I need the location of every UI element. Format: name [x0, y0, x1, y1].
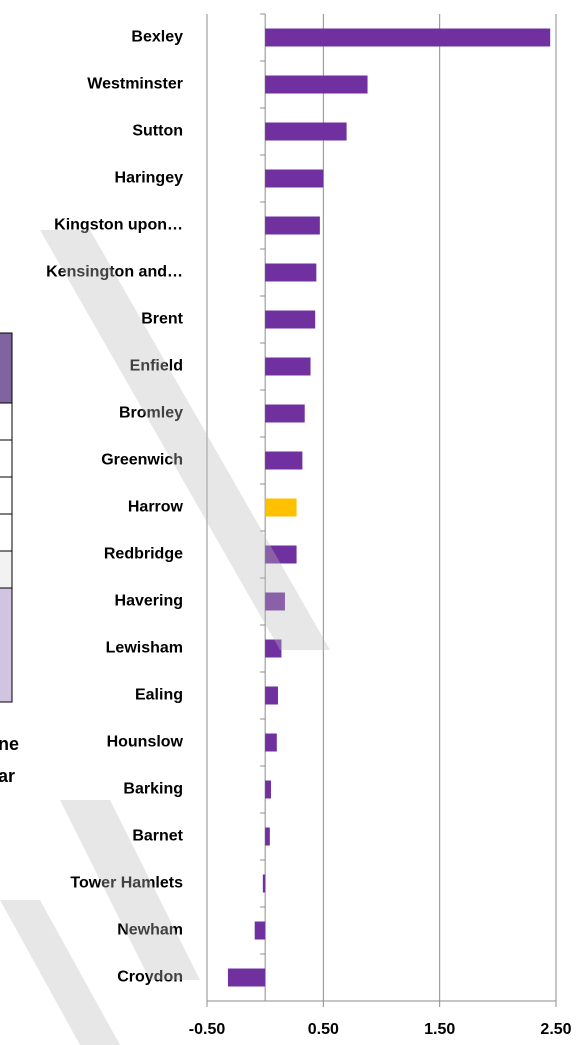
y-tick-label: Barking [123, 781, 183, 798]
y-tick-label: Newham [117, 922, 183, 939]
bar [265, 263, 317, 282]
y-tick-label: Bromley [119, 405, 183, 422]
table-row [0, 513, 13, 552]
bar [265, 592, 285, 611]
watermark-stroke [0, 900, 120, 1045]
y-tick-label: Redbridge [104, 546, 183, 563]
text-fragment: ar [0, 766, 15, 786]
background-table [0, 332, 13, 703]
y-tick-label: Haringey [115, 170, 184, 187]
bar [227, 968, 266, 987]
bar [265, 827, 270, 846]
bar [265, 310, 316, 329]
bar [265, 545, 297, 564]
bar [265, 686, 278, 705]
bar [265, 122, 347, 141]
y-tick-label: Hounslow [107, 734, 184, 751]
y-tick-label: Lewisham [106, 640, 183, 657]
y-tick-label: Sutton [132, 123, 183, 140]
watermark [0, 230, 330, 1045]
text-fragment: ne [0, 734, 19, 754]
y-tick-label: Brent [141, 311, 183, 328]
table-row [0, 587, 13, 703]
table-row [0, 550, 13, 589]
y-tick-label: Greenwich [101, 452, 183, 469]
table-row [0, 476, 13, 515]
watermark-stroke [60, 800, 200, 980]
y-tick-label: Tower Hamlets [70, 875, 183, 892]
y-tick-label: Enfield [130, 358, 183, 375]
bar [265, 498, 297, 517]
bar [265, 451, 303, 470]
y-tick-label: Bexley [131, 29, 183, 46]
x-tick-label: 0.50 [308, 1021, 339, 1038]
x-tick-label: -0.50 [189, 1021, 226, 1038]
y-tick-label: Croydon [117, 969, 183, 986]
bar [265, 639, 282, 658]
y-tick-label: Barnet [132, 828, 183, 845]
bar [265, 357, 311, 376]
y-tick-label: Ealing [135, 687, 183, 704]
y-tick-label: Havering [115, 593, 183, 610]
bar [265, 216, 320, 235]
bar [265, 75, 368, 94]
bar [265, 169, 324, 188]
bar [254, 921, 266, 940]
y-tick-label: Kensington and… [46, 264, 183, 281]
x-tick-label: 2.50 [540, 1021, 571, 1038]
table-row [0, 439, 13, 478]
bar [265, 733, 277, 752]
bar [265, 404, 305, 423]
y-tick-label: Kingston upon… [54, 217, 183, 234]
watermark-stroke [40, 230, 330, 650]
bar [262, 874, 266, 893]
table-row [0, 402, 13, 441]
bar [265, 28, 551, 47]
table-header [0, 332, 13, 404]
bar [265, 780, 271, 799]
y-tick-label: Harrow [128, 499, 184, 516]
x-tick-label: 1.50 [424, 1021, 455, 1038]
y-tick-label: Westminster [87, 76, 183, 93]
